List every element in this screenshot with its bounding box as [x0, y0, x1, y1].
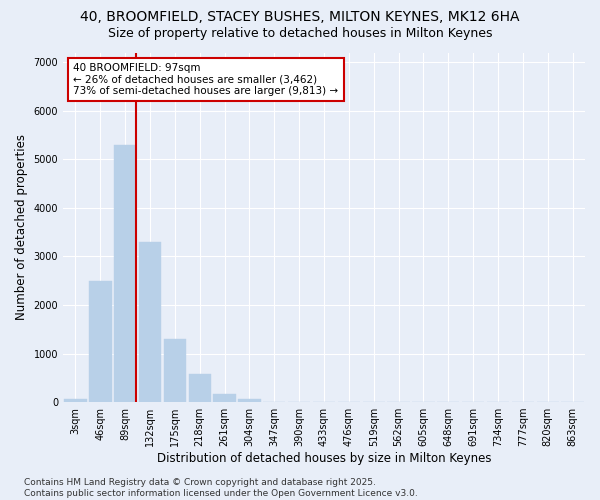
Bar — [64, 399, 86, 402]
Y-axis label: Number of detached properties: Number of detached properties — [15, 134, 28, 320]
Bar — [89, 280, 112, 402]
Bar — [164, 339, 186, 402]
Bar — [139, 242, 161, 402]
Text: Contains HM Land Registry data © Crown copyright and database right 2025.
Contai: Contains HM Land Registry data © Crown c… — [24, 478, 418, 498]
Bar — [188, 374, 211, 402]
Text: Size of property relative to detached houses in Milton Keynes: Size of property relative to detached ho… — [108, 28, 492, 40]
Bar — [214, 394, 236, 402]
Text: 40, BROOMFIELD, STACEY BUSHES, MILTON KEYNES, MK12 6HA: 40, BROOMFIELD, STACEY BUSHES, MILTON KE… — [80, 10, 520, 24]
Text: 40 BROOMFIELD: 97sqm
← 26% of detached houses are smaller (3,462)
73% of semi-de: 40 BROOMFIELD: 97sqm ← 26% of detached h… — [73, 63, 338, 96]
X-axis label: Distribution of detached houses by size in Milton Keynes: Distribution of detached houses by size … — [157, 452, 491, 465]
Bar — [238, 399, 260, 402]
Bar — [114, 145, 136, 402]
